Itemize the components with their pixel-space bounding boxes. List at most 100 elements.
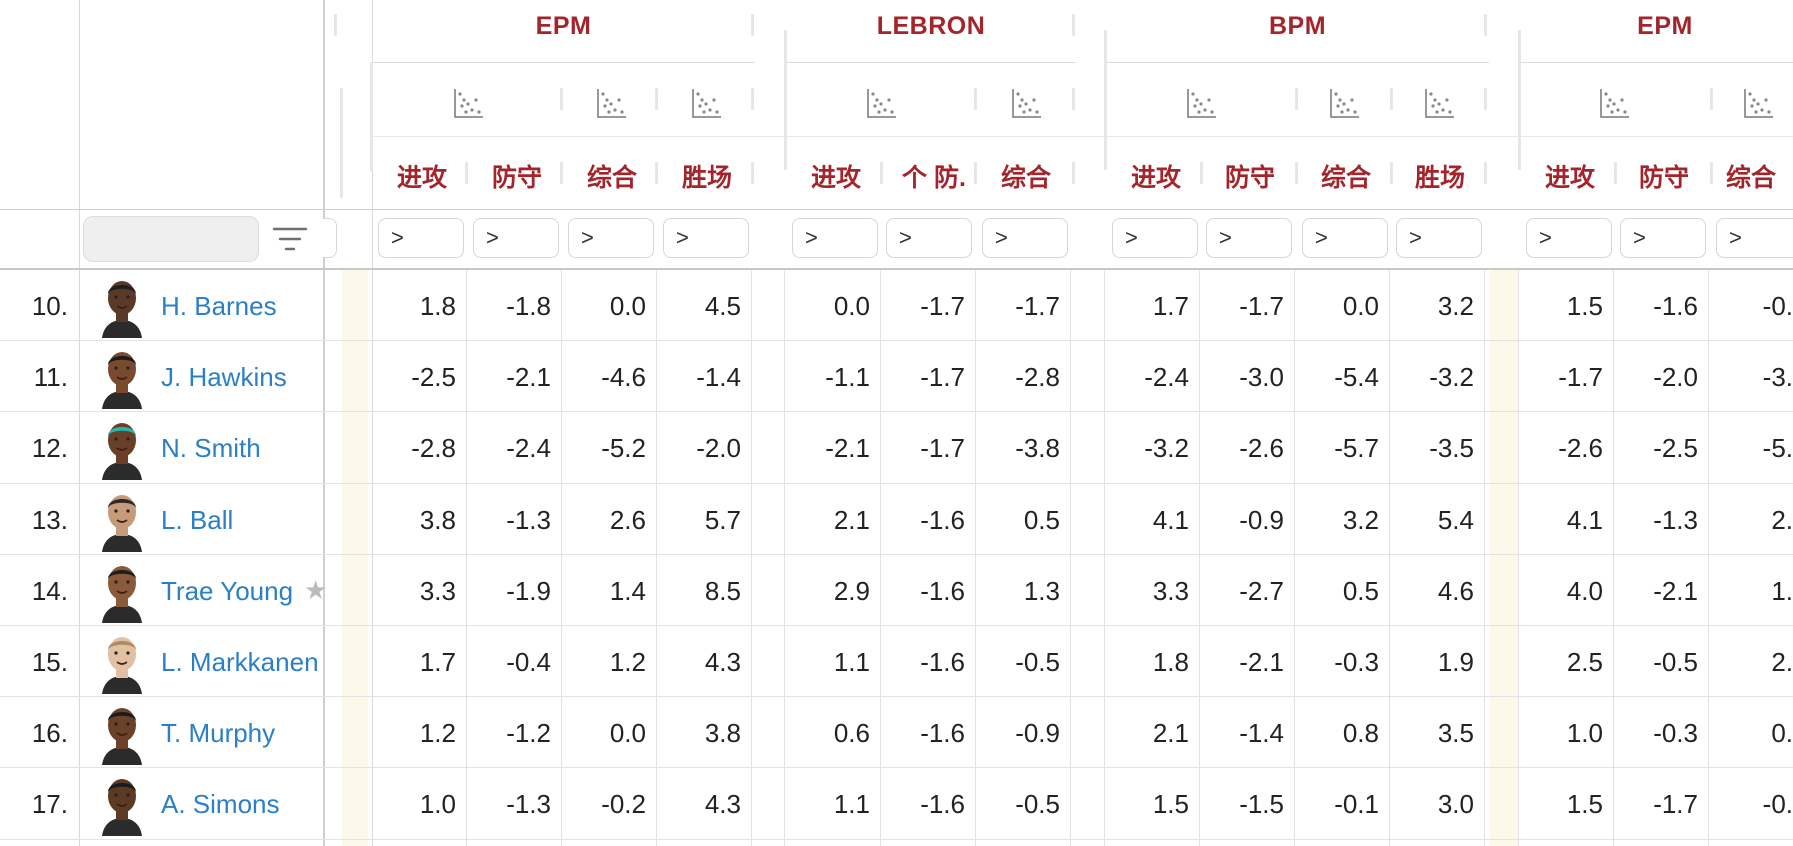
filter-input[interactable]: > [1302, 218, 1388, 258]
stat-cell: 0.0 [609, 291, 646, 321]
col-divider [372, 0, 373, 846]
filter-input[interactable]: > [663, 218, 749, 258]
filter-input[interactable]: > [473, 218, 559, 258]
table-row[interactable]: 10. H. Barnes 1.8 -1.8 0.0 4.5 0.0 -1.7 -1.7 1.7 -… [0, 270, 1793, 342]
stat-cell: -0.4 [506, 647, 551, 677]
stat-cell: 8.5 [704, 575, 741, 606]
filter-input[interactable]: > [1112, 218, 1198, 258]
stat-cell: 0.5 [1023, 504, 1060, 535]
col-header[interactable]: 胜场 [681, 164, 732, 192]
stat-cell: 1. [1771, 575, 1793, 606]
rank-number: 10. [31, 291, 68, 321]
player-name-link[interactable]: T. Murphy [161, 718, 276, 749]
rank-number: 13. [31, 504, 68, 535]
stat-cell: -0.9 [1239, 504, 1284, 535]
table-row[interactable]: 17. A. Simons 1.0 -1.3 -0.2 4.3 1.1 -1.6 -0.5 1.5… [0, 768, 1793, 840]
player-name-link[interactable]: H. Barnes [161, 291, 277, 321]
scatter-chart-icon[interactable] [865, 86, 899, 120]
sort-stripe [342, 270, 368, 846]
filter-input[interactable]: > [1620, 218, 1706, 258]
avatar [100, 416, 144, 481]
stat-cell: -0.5 [1015, 789, 1060, 820]
col-header[interactable]: 综合 [586, 164, 637, 192]
filter-input[interactable]: > [1396, 218, 1482, 258]
stat-cell: 2. [1771, 504, 1793, 535]
separator [974, 88, 977, 110]
stat-cell: -1.7 [920, 433, 965, 464]
col-header[interactable]: 个 防. [902, 164, 966, 192]
stat-cell: -1.3 [1653, 504, 1698, 535]
stat-cell: -5. [1762, 433, 1793, 464]
filter-input[interactable]: > [792, 218, 878, 258]
header-bottom [0, 209, 1793, 210]
table-row[interactable]: 14. Trae Young ★ 3.3 -1.9 1.4 8.5 2.9 -1.6 1.3 3.3… [0, 555, 1793, 626]
player-name-link[interactable]: A. Simons [161, 789, 280, 820]
col-header[interactable]: 综合 [1726, 164, 1777, 192]
scatter-chart-icon[interactable] [595, 86, 629, 120]
col-header[interactable]: 进攻 [1130, 164, 1181, 192]
stat-cell: 4.3 [704, 647, 741, 677]
table-row[interactable]: 15. L. Markkanen 1.7 -0.4 1.2 4.3 1.1 -1.6 -0.5 1… [0, 626, 1793, 698]
player-name-link[interactable]: Trae Young [161, 575, 294, 606]
filter-input[interactable]: > [1526, 218, 1612, 258]
table-row[interactable]: 12. N. Smith -2.8 -2.4 -5.2 -2.0 -2.1 -1.7 -3.8 -… [0, 412, 1793, 484]
name-filter-input[interactable] [83, 216, 259, 262]
stat-cell: 2.9 [833, 575, 870, 606]
rank-number: 15. [31, 647, 68, 677]
filter-lines-icon[interactable] [272, 225, 308, 253]
rank-number: 12. [31, 433, 68, 464]
col-header[interactable]: 综合 [1320, 164, 1371, 192]
group-underline [1520, 62, 1793, 63]
filter-input[interactable]: > [982, 218, 1068, 258]
player-name-link[interactable]: L. Ball [161, 504, 234, 535]
stat-cell: 2.6 [609, 504, 646, 535]
scatter-chart-icon[interactable] [1742, 86, 1776, 120]
filter-input-partial[interactable] [323, 218, 337, 258]
stat-cell: 4.0 [1566, 575, 1603, 606]
table-row[interactable]: 13. L. Ball 3.8 -1.3 2.6 5.7 2.1 -1.6 0.5 4.1 -0.9… [0, 484, 1793, 555]
row-divider [0, 624, 1793, 626]
scatter-chart-icon[interactable] [452, 86, 486, 120]
table-row[interactable]: 16. T. Murphy 1.2 -1.2 0.0 3.8 0.6 -1.6 -0.9 2.1 -… [0, 697, 1793, 769]
scatter-chart-icon[interactable] [1328, 86, 1362, 120]
filter-input[interactable]: > [378, 218, 464, 258]
stat-cell: -0. [1762, 789, 1793, 820]
scatter-chart-icon[interactable] [690, 86, 724, 120]
filter-input[interactable]: > [1206, 218, 1292, 258]
stat-cell: 1.8 [1152, 647, 1189, 677]
stat-cell: -0.9 [1015, 718, 1060, 749]
col-header[interactable]: 防守 [1224, 164, 1275, 192]
star-icon[interactable]: ★ [304, 574, 328, 605]
stat-cell: 1.8 [419, 291, 456, 321]
separator [655, 162, 658, 184]
col-divider [1389, 270, 1390, 846]
row-divider [0, 553, 1793, 555]
col-header[interactable]: 胜场 [1414, 164, 1465, 192]
player-name-link[interactable]: L. Markkanen [161, 647, 319, 677]
player-name-link[interactable]: N. Smith [161, 433, 261, 464]
stat-cell: -1.7 [920, 362, 965, 393]
stat-cell: -2.6 [1558, 433, 1603, 464]
filter-input[interactable]: > [568, 218, 654, 258]
scatter-chart-icon[interactable] [1010, 86, 1044, 120]
table-row[interactable]: 11. J. Hawkins -2.5 -2.1 -4.6 -1.4 -1.1 -1.7 -2.… [0, 341, 1793, 413]
stat-cell: -2.5 [1653, 433, 1698, 464]
row-divider [0, 411, 1793, 413]
col-header[interactable]: 进攻 [396, 164, 447, 192]
stat-cell: 1.7 [1152, 291, 1189, 321]
player-name-link[interactable]: J. Hawkins [161, 362, 287, 393]
col-header[interactable]: 防守 [491, 164, 542, 192]
scatter-chart-icon[interactable] [1598, 86, 1632, 120]
col-divider [751, 270, 752, 846]
col-header[interactable]: 综合 [1000, 164, 1051, 192]
filter-input[interactable]: > [1716, 218, 1793, 258]
stat-cell: -3.2 [1429, 362, 1474, 393]
col-header[interactable]: 防守 [1638, 164, 1689, 192]
scatter-chart-icon[interactable] [1423, 86, 1457, 120]
filter-input[interactable]: > [886, 218, 972, 258]
col-header[interactable]: 进攻 [810, 164, 861, 192]
col-header[interactable]: 进攻 [1544, 164, 1595, 192]
scatter-chart-icon[interactable] [1185, 86, 1219, 120]
stat-cell: 2.5 [1566, 647, 1603, 677]
